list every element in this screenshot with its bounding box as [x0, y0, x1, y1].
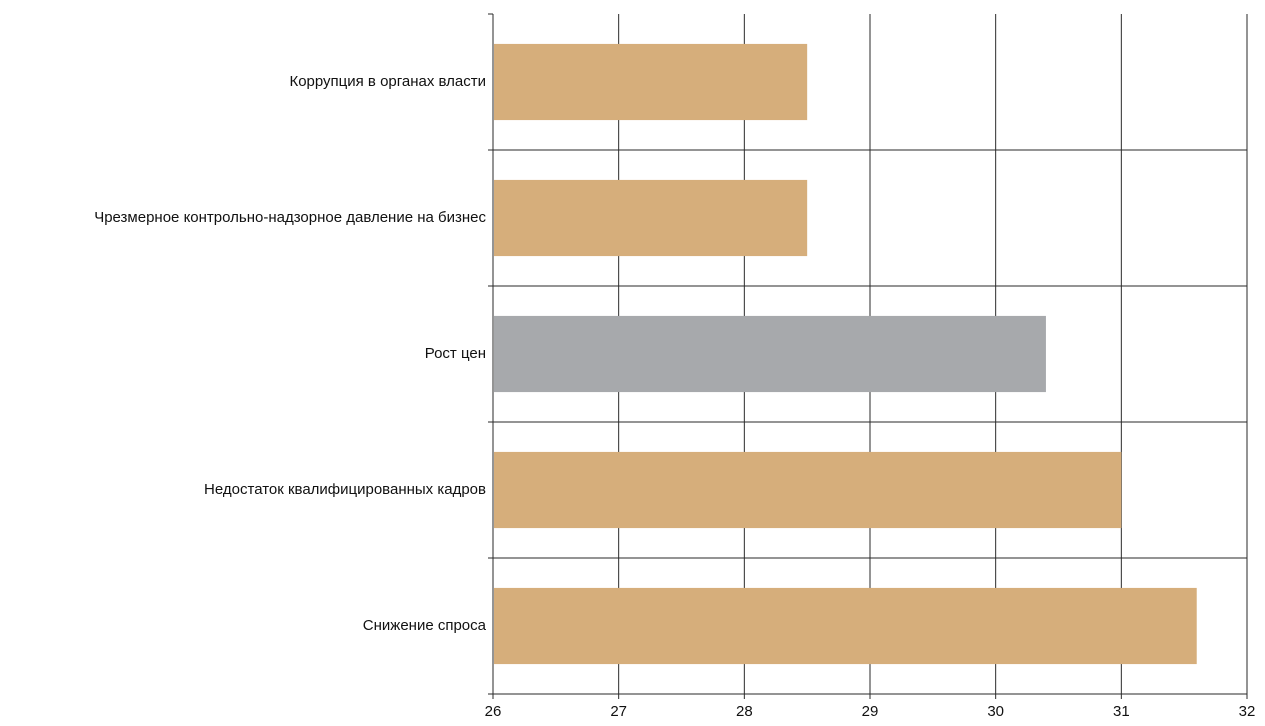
category-label: Коррупция в органах власти [289, 73, 486, 90]
category-labels: Коррупция в органах власти Чрезмерное кон… [94, 73, 486, 634]
x-tick-label: 26 [485, 703, 502, 720]
axes [488, 13, 1248, 699]
bar [494, 587, 1197, 665]
x-tick-label: 31 [1113, 703, 1130, 720]
category-label: Недостаток квалифицированных кадров [204, 481, 486, 498]
x-tick-labels: 26 27 28 29 30 31 32 [485, 703, 1256, 720]
category-label: Рост цен [425, 345, 486, 362]
x-tick-label: 29 [862, 703, 879, 720]
bar [494, 43, 808, 121]
category-label: Снижение спроса [363, 617, 487, 634]
x-tick-label: 27 [610, 703, 627, 720]
bar [494, 451, 1122, 529]
bar [494, 315, 1046, 393]
x-tick-label: 30 [987, 703, 1004, 720]
x-tick-label: 32 [1239, 703, 1256, 720]
category-label: Чрезмерное контрольно-надзорное давление… [94, 209, 486, 226]
bars [494, 43, 1197, 665]
bar [494, 179, 808, 257]
x-tick-label: 28 [736, 703, 753, 720]
